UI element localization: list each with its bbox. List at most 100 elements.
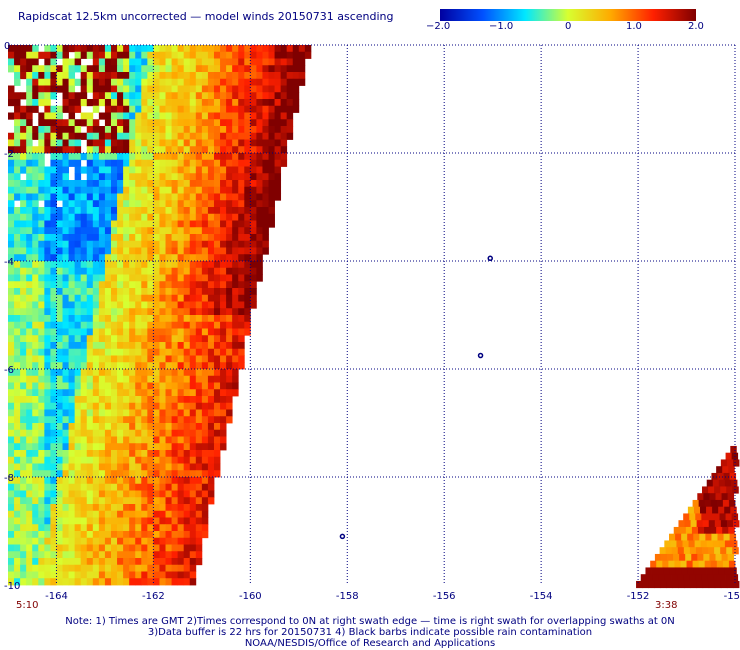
- wind-cell: [50, 85, 57, 93]
- wind-cell: [153, 510, 160, 518]
- wind-cell: [171, 450, 179, 458]
- wind-cell: [201, 213, 209, 221]
- wind-cell: [26, 402, 33, 410]
- wind-cell: [708, 547, 715, 555]
- wind-cell: [256, 85, 263, 93]
- wind-cell: [256, 112, 263, 120]
- wind-cell: [92, 85, 100, 93]
- wind-cell: [201, 105, 209, 113]
- wind-cell: [213, 389, 221, 397]
- wind-cell: [20, 348, 27, 356]
- wind-cell: [98, 423, 106, 431]
- wind-cell: [8, 524, 15, 532]
- wind-cell: [177, 180, 185, 188]
- wind-cell: [153, 132, 160, 140]
- wind-cell: [92, 362, 100, 370]
- wind-cell: [147, 490, 154, 498]
- wind-cell: [74, 470, 82, 478]
- wind-cell: [32, 564, 39, 572]
- wind-cell: [177, 45, 185, 53]
- wind-cell: [195, 321, 203, 329]
- wind-cell: [135, 558, 142, 566]
- wind-cell: [213, 159, 221, 167]
- wind-cell: [153, 254, 160, 262]
- wind-cell: [147, 166, 154, 174]
- wind-cell: [238, 220, 245, 228]
- wind-cell: [56, 490, 63, 498]
- wind-cell: [244, 213, 251, 221]
- wind-cell: [201, 72, 209, 80]
- wind-cell: [68, 490, 76, 498]
- wind-cell: [44, 200, 51, 208]
- wind-cell: [50, 166, 57, 174]
- wind-cell: [117, 402, 124, 410]
- wind-cell: [201, 321, 209, 329]
- wind-cell: [195, 450, 203, 458]
- wind-cell: [147, 355, 154, 363]
- wind-cell: [141, 99, 148, 107]
- wind-cell: [189, 456, 197, 464]
- wind-cell: [26, 146, 33, 154]
- wind-cell: [104, 429, 112, 437]
- wind-cell: [92, 369, 100, 377]
- wind-cell: [50, 65, 57, 73]
- wind-cell: [201, 193, 209, 201]
- wind-cell: [50, 558, 57, 566]
- wind-cell: [110, 207, 118, 215]
- wind-cell: [262, 85, 269, 93]
- wind-cell: [195, 443, 203, 451]
- wind-cell: [135, 510, 142, 518]
- wind-cell: [32, 578, 39, 586]
- wind-cell: [20, 132, 27, 140]
- wind-cell: [110, 58, 118, 66]
- wind-cell: [153, 126, 160, 134]
- wind-cell: [159, 207, 166, 215]
- wind-cell: [165, 132, 172, 140]
- wind-cell: [220, 78, 227, 86]
- wind-cell: [159, 564, 166, 572]
- wind-cell: [129, 517, 136, 525]
- wind-cell: [104, 112, 112, 120]
- wind-cell: [207, 348, 215, 356]
- wind-cell: [201, 409, 209, 417]
- wind-cell: [153, 78, 160, 86]
- wind-cell: [74, 578, 82, 586]
- wind-cell: [201, 234, 209, 242]
- wind-cell: [32, 429, 39, 437]
- wind-cell: [123, 328, 130, 336]
- wind-cell: [213, 335, 221, 343]
- wind-cell: [220, 45, 227, 53]
- wind-cell: [38, 490, 45, 498]
- wind-cell: [62, 294, 69, 302]
- wind-cell: [123, 416, 130, 424]
- wind-cell: [26, 423, 33, 431]
- wind-cell: [26, 220, 33, 228]
- wind-cell: [159, 92, 166, 100]
- wind-cell: [92, 65, 100, 73]
- wind-cell: [189, 301, 197, 309]
- wind-cell: [201, 348, 209, 356]
- wind-cell: [117, 477, 124, 485]
- wind-cell: [80, 166, 88, 174]
- wind-cell: [44, 119, 51, 127]
- wind-cell: [147, 544, 154, 552]
- wind-cell: [292, 92, 300, 100]
- wind-cell: [207, 193, 215, 201]
- wind-cell: [141, 146, 148, 154]
- wind-cell: [244, 227, 251, 235]
- wind-cell: [244, 85, 251, 93]
- wind-cell: [86, 483, 94, 491]
- wind-cell: [98, 51, 106, 59]
- wind-cell: [92, 328, 100, 336]
- wind-cell: [707, 513, 714, 521]
- wind-cell: [256, 159, 263, 167]
- wind-cell: [171, 544, 179, 552]
- wind-cell: [153, 531, 160, 539]
- wind-cell: [250, 294, 257, 302]
- wind-cell: [201, 153, 209, 161]
- wind-cell: [14, 173, 21, 181]
- wind-cell: [62, 173, 69, 181]
- wind-cell: [226, 126, 233, 134]
- wind-cell: [117, 274, 124, 282]
- wind-cell: [189, 490, 197, 498]
